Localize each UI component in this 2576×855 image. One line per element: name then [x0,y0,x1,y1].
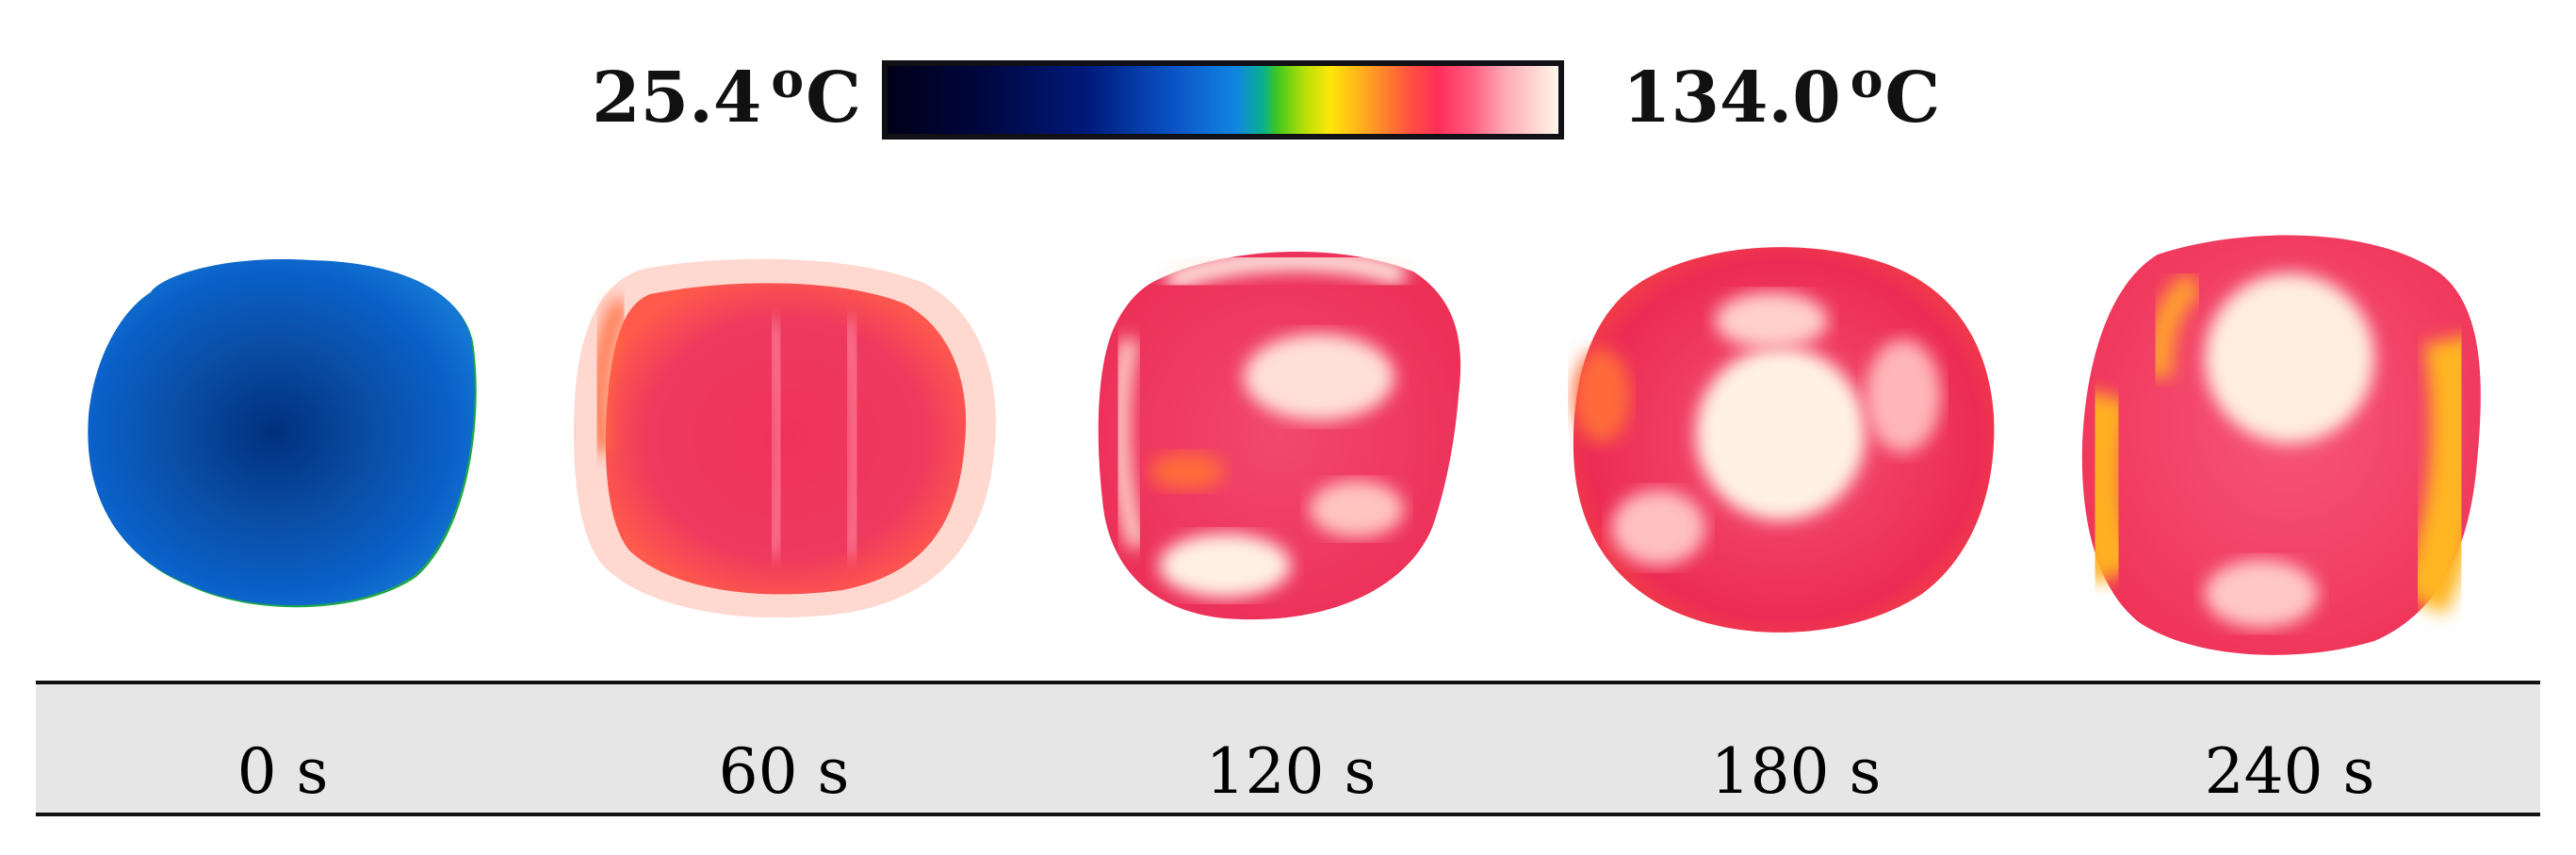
scale-min-value: 25.4 [592,58,762,139]
colorbar-gradient [888,66,1558,134]
time-label-3: 180 s [1710,735,1882,808]
scale-max-unit: C [1884,58,1941,139]
time-label-1: 60 s [718,735,850,808]
scale-max-value: 134.0 [1622,58,1841,139]
scale-max-label: 134.0 oC [1622,57,1940,134]
scale-min-unit: C [806,58,861,139]
scale-min-label: 25.4 oC [592,57,861,134]
time-label-band: 0 s 60 s 120 s 180 s 240 s [36,681,2540,816]
scale-min-degree: o [771,52,805,109]
thermal-images [88,235,2485,655]
time-label-2: 120 s [1205,735,1377,808]
thermal-image-60s [573,258,996,618]
scale-max-degree: o [1850,52,1883,109]
thermal-image-120s [1098,249,1461,620]
thermal-image-180s [1573,247,1995,633]
thermal-image-240s [2072,235,2485,655]
temperature-colorbar [882,60,1564,140]
thermal-image-0s [88,258,477,608]
time-label-4: 240 s [2204,735,2375,808]
time-label-0: 0 s [236,735,329,808]
